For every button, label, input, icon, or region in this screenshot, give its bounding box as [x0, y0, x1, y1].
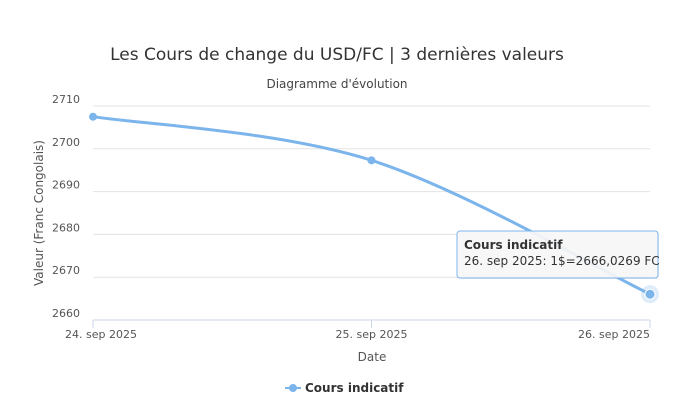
- y-tick-label: 2700: [52, 136, 80, 149]
- x-tick-label: 24. sep 2025: [65, 328, 137, 341]
- tooltip: Cours indicatif 26. sep 2025: 1$=2666,026…: [456, 230, 660, 279]
- legend[interactable]: Cours indicatif: [285, 381, 404, 395]
- data-point[interactable]: [89, 112, 97, 121]
- tooltip-text: 26. sep 2025: 1$=2666,0269 FC: [464, 254, 660, 268]
- data-point[interactable]: [367, 156, 376, 165]
- y-tick-label: 2670: [52, 264, 80, 277]
- tooltip-title: Cours indicatif: [464, 238, 563, 252]
- x-axis: 24. sep 2025 25. sep 2025 26. sep 2025: [65, 319, 651, 341]
- y-tick-label: 2690: [52, 179, 80, 192]
- y-axis-ticks: 2660 2670 2680 2690 2700 2710: [52, 93, 80, 320]
- chart-title: Les Cours de change du USD/FC | 3 derniè…: [110, 45, 564, 65]
- grid-lines: [93, 105, 650, 321]
- x-tick-label: 25. sep 2025: [336, 328, 408, 341]
- y-axis-title: Valeur (Franc Congolais): [32, 140, 46, 286]
- x-tick-label: 26. sep 2025: [578, 328, 650, 341]
- data-point[interactable]: [644, 288, 656, 300]
- y-tick-label: 2660: [52, 307, 80, 320]
- x-axis-title: Date: [358, 350, 387, 364]
- y-tick-label: 2710: [52, 93, 80, 106]
- tooltip-box: [456, 230, 659, 279]
- legend-label[interactable]: Cours indicatif: [305, 381, 404, 395]
- chart-subtitle: Diagramme d'évolution: [266, 77, 407, 91]
- y-tick-label: 2680: [52, 221, 80, 234]
- legend-marker: [289, 384, 297, 392]
